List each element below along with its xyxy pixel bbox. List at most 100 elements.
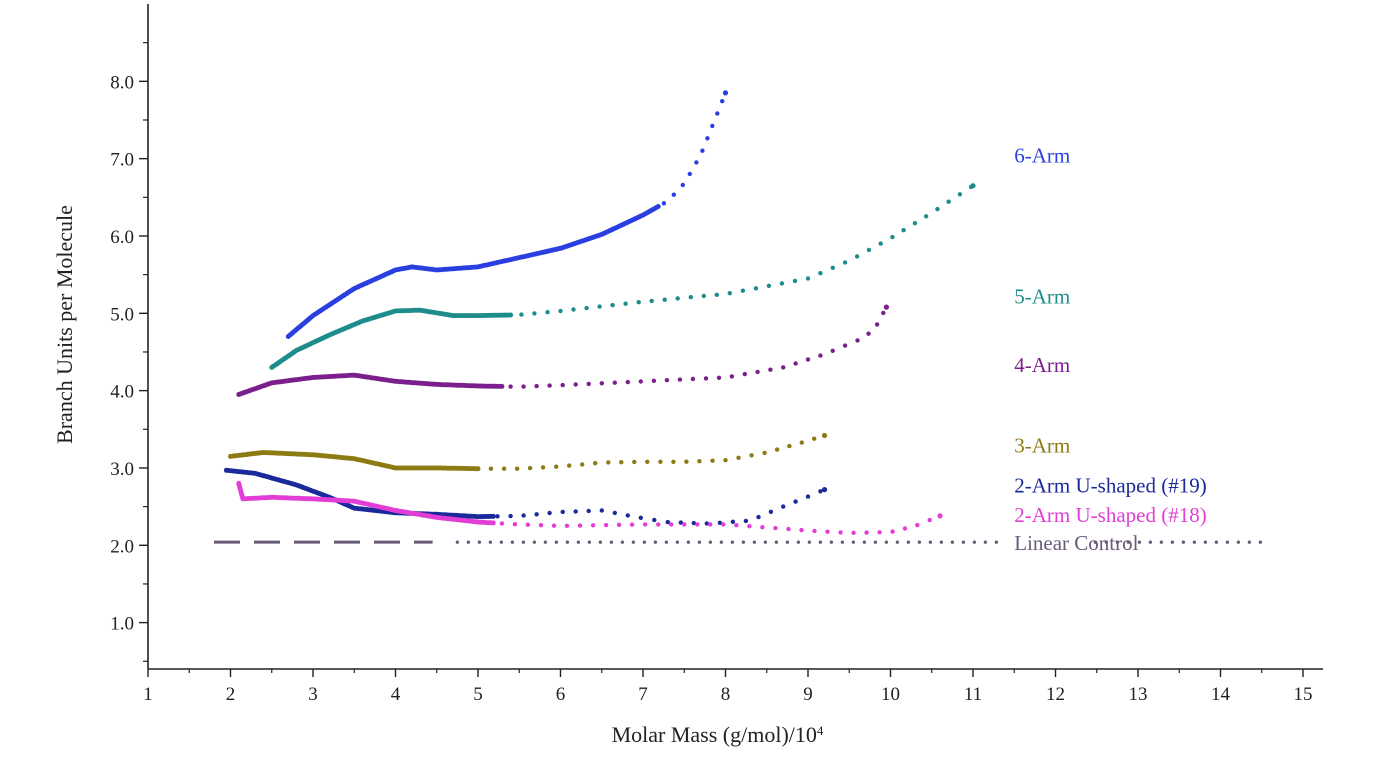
series-end-point <box>937 513 943 519</box>
series-point <box>671 192 676 197</box>
series-point <box>616 522 622 527</box>
series-point <box>658 459 663 464</box>
series-point <box>623 301 628 306</box>
series-point <box>586 381 591 387</box>
series-point <box>855 338 860 343</box>
series-point <box>762 450 767 456</box>
series-point <box>1236 540 1241 544</box>
series-point <box>597 304 602 309</box>
series-point <box>560 509 565 515</box>
y-tick-label: 3.0 <box>110 459 134 480</box>
series-label-5-arm: 5-Arm <box>1014 284 1070 308</box>
series-label-3-arm: 3-Arm <box>1014 433 1070 457</box>
series-point <box>488 466 494 471</box>
series-point <box>576 540 581 544</box>
series-point <box>717 520 723 525</box>
x-tick-label: 15 <box>1294 684 1313 705</box>
series-3-arm <box>228 432 828 472</box>
series-point <box>1214 540 1219 544</box>
series-point <box>901 228 906 233</box>
series-point <box>499 540 504 544</box>
series-point <box>763 540 768 544</box>
series-point <box>455 540 460 544</box>
x-tick-label: 11 <box>964 684 982 705</box>
series-point <box>700 148 705 153</box>
series-end-point <box>821 432 828 439</box>
series-point <box>534 512 539 517</box>
series-end-point <box>970 183 976 189</box>
series-layer <box>214 90 1263 544</box>
x-tick-label: 9 <box>803 684 813 705</box>
series-point <box>714 292 719 297</box>
series-point <box>675 296 680 301</box>
series-point <box>873 540 878 544</box>
series-point <box>586 508 591 514</box>
series-point <box>1203 540 1208 544</box>
series-point <box>619 460 624 465</box>
series-point <box>573 382 578 387</box>
series-label-4-arm: 4-Arm <box>1014 353 1070 377</box>
series-point <box>593 461 598 466</box>
series-point <box>734 523 739 528</box>
series-point <box>625 379 630 385</box>
series-point <box>656 522 661 527</box>
series-point <box>501 466 507 471</box>
series-point <box>655 204 661 209</box>
series-point <box>558 308 563 314</box>
series-point <box>625 513 630 518</box>
series-point <box>912 221 918 226</box>
series-point <box>818 540 823 544</box>
series-point <box>609 540 614 544</box>
series-point <box>671 459 676 464</box>
series-point <box>508 513 513 519</box>
series-point <box>551 523 557 528</box>
series-point <box>682 522 687 527</box>
series-point <box>740 288 746 293</box>
series-point <box>690 376 696 382</box>
series-point <box>1258 540 1263 544</box>
y-tick-label: 4.0 <box>110 382 134 403</box>
series-point <box>543 540 548 544</box>
series-point <box>571 307 576 312</box>
series-point <box>851 530 856 535</box>
series-point <box>890 234 895 240</box>
series-point <box>774 540 779 544</box>
series-point <box>805 276 811 281</box>
series-point <box>805 357 811 362</box>
series-point <box>768 367 773 372</box>
series-label-2-arm-u-shaped-19: 2-Arm U-shaped (#19) <box>1014 474 1206 498</box>
series-point <box>818 489 823 494</box>
series-point <box>521 513 526 518</box>
y-tick-label: 8.0 <box>110 72 134 93</box>
series-point <box>851 540 856 544</box>
series-point <box>1093 540 1098 544</box>
x-tick-label: 4 <box>391 684 401 705</box>
series-point <box>638 379 643 384</box>
x-tick-label: 8 <box>721 684 731 705</box>
series-point <box>799 527 804 533</box>
series-point <box>653 540 658 544</box>
series-end-point <box>883 304 890 310</box>
x-tick-label: 13 <box>1129 684 1148 705</box>
series-point <box>598 540 603 544</box>
series-point <box>747 524 752 529</box>
series-point <box>785 540 790 544</box>
series-point <box>720 99 725 104</box>
series-point <box>661 201 667 206</box>
series-point <box>935 206 940 212</box>
x-tick-label: 12 <box>1046 684 1065 705</box>
series-point <box>1148 540 1153 544</box>
series-point <box>812 436 817 441</box>
series-point <box>686 540 691 544</box>
series-point <box>743 518 749 524</box>
x-tick-label: 7 <box>638 684 648 705</box>
x-tick-label: 2 <box>226 684 236 705</box>
series-point <box>540 465 546 470</box>
series-point <box>878 241 883 246</box>
series-point <box>749 453 754 458</box>
series-point <box>950 540 955 544</box>
series-point <box>547 383 552 388</box>
series-point <box>753 286 759 291</box>
series-point <box>662 297 667 302</box>
